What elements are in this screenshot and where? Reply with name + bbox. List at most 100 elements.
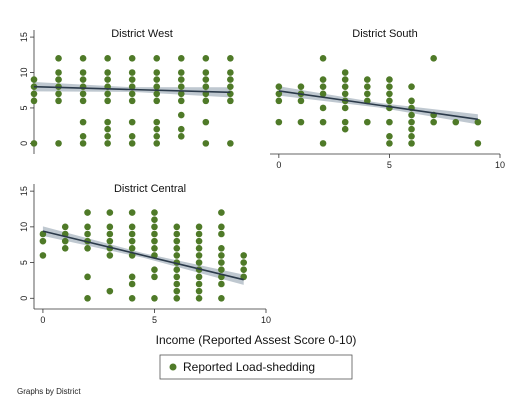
data-point xyxy=(61,237,69,245)
data-point xyxy=(55,97,62,105)
data-point xyxy=(153,69,161,76)
data-point xyxy=(106,237,114,245)
data-point xyxy=(386,90,393,98)
graphs-by-note: Graphs by District xyxy=(17,387,81,396)
data-point xyxy=(151,273,158,281)
y-tick-label: 15 xyxy=(19,32,29,42)
data-point xyxy=(202,83,210,90)
data-point xyxy=(128,90,136,98)
data-point xyxy=(153,118,161,126)
data-point xyxy=(177,55,185,62)
data-point xyxy=(195,273,203,281)
data-point xyxy=(128,55,136,62)
data-point xyxy=(61,223,69,231)
data-point xyxy=(195,294,203,302)
fit-line xyxy=(42,230,244,281)
data-point xyxy=(227,97,234,105)
data-point xyxy=(153,132,161,140)
x-tick-label: 5 xyxy=(152,315,157,325)
data-point xyxy=(128,230,136,238)
y-tick-label: 10 xyxy=(19,222,29,232)
data-point xyxy=(177,125,185,133)
data-point xyxy=(474,140,482,147)
data-point xyxy=(30,90,38,98)
data-point xyxy=(297,97,305,105)
data-point xyxy=(128,83,136,90)
data-point xyxy=(240,252,247,259)
data-point xyxy=(106,230,114,238)
data-point xyxy=(84,244,91,252)
data-point xyxy=(173,287,181,295)
data-point xyxy=(275,90,283,98)
data-point xyxy=(55,69,62,76)
data-point xyxy=(227,69,234,76)
data-point xyxy=(297,118,305,126)
data-point xyxy=(341,90,349,98)
x-tick-label: 0 xyxy=(276,160,281,170)
data-point xyxy=(128,223,136,231)
data-point xyxy=(79,69,87,76)
data-point xyxy=(386,97,393,105)
data-point xyxy=(275,83,283,90)
x-tick-label: 10 xyxy=(261,315,271,325)
data-point xyxy=(177,76,185,83)
panel-1: District West 0 5 10 15 xyxy=(19,28,234,154)
data-point xyxy=(79,118,87,126)
data-point xyxy=(128,76,136,83)
data-point xyxy=(408,125,415,133)
data-point xyxy=(153,125,161,133)
x-tick-label: 10 xyxy=(495,160,505,170)
data-point xyxy=(240,266,247,274)
data-point xyxy=(218,259,225,266)
data-point xyxy=(104,69,111,76)
data-point xyxy=(173,266,181,274)
data-point xyxy=(106,223,114,231)
data-point xyxy=(319,140,327,147)
panel-title: District South xyxy=(352,28,417,40)
data-point xyxy=(79,76,87,83)
legend-marker xyxy=(169,363,177,371)
data-point xyxy=(386,140,393,147)
data-point xyxy=(173,273,181,281)
data-point xyxy=(106,287,114,295)
data-point xyxy=(218,223,225,231)
data-point xyxy=(195,230,203,238)
data-point xyxy=(153,76,161,83)
data-point xyxy=(128,209,136,216)
data-point xyxy=(319,76,327,83)
data-point xyxy=(104,76,111,83)
data-point xyxy=(61,244,69,252)
y-tick-label: 5 xyxy=(19,260,29,265)
data-point xyxy=(153,97,161,105)
data-point xyxy=(386,76,393,83)
data-point xyxy=(151,230,158,238)
data-point xyxy=(364,118,371,126)
data-point xyxy=(240,259,247,266)
data-point xyxy=(177,132,185,140)
data-point xyxy=(177,83,185,90)
panel-title: District West xyxy=(111,28,173,40)
data-point xyxy=(151,294,158,302)
data-point xyxy=(106,209,114,216)
panel-2: District South 0 5 10 xyxy=(270,28,505,170)
data-point xyxy=(79,132,87,140)
data-point xyxy=(408,132,415,140)
data-point xyxy=(177,69,185,76)
data-point xyxy=(319,118,327,126)
data-point xyxy=(55,55,62,62)
data-point xyxy=(79,90,87,98)
data-point xyxy=(151,223,158,231)
data-point xyxy=(173,237,181,245)
data-point xyxy=(128,294,136,302)
data-point xyxy=(151,209,158,216)
data-point xyxy=(177,111,185,119)
data-point xyxy=(84,273,91,281)
data-point xyxy=(319,104,327,112)
data-point xyxy=(84,209,91,216)
data-point xyxy=(218,266,225,274)
data-point xyxy=(173,223,181,231)
data-point xyxy=(79,83,87,90)
data-point xyxy=(173,244,181,252)
data-point xyxy=(153,83,161,90)
data-point xyxy=(202,55,210,62)
